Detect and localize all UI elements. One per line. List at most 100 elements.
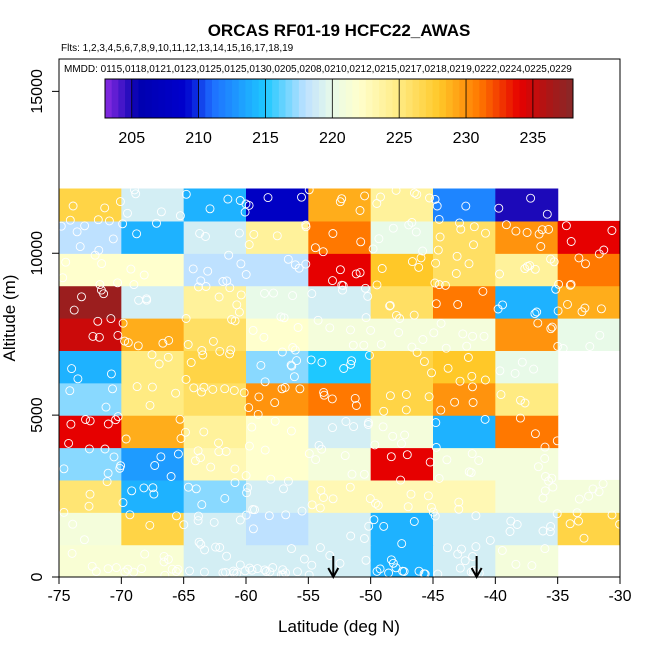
sample-point: [198, 350, 208, 360]
sample-point: [266, 474, 276, 484]
colorbar-segment: [185, 79, 193, 118]
sample-point: [118, 219, 128, 229]
sample-point: [540, 454, 550, 463]
sample-point: [407, 342, 417, 352]
sample-point: [260, 377, 270, 387]
sample-point: [388, 431, 398, 441]
sample-point: [418, 335, 428, 344]
sample-point: [268, 563, 278, 572]
sample-point: [248, 524, 258, 534]
sample-point: [533, 318, 543, 328]
sample-point: [536, 242, 546, 251]
sample-point: [588, 484, 598, 494]
heatmap-cell: [183, 479, 247, 513]
sample-point: [159, 557, 169, 567]
heatmap-cell: [121, 285, 185, 319]
colorbar-segment: [399, 79, 407, 118]
sample-point: [563, 299, 572, 309]
sample-point: [429, 328, 439, 338]
sample-point: [244, 240, 254, 250]
sample-point: [566, 279, 576, 289]
sample-point: [350, 393, 360, 403]
sample-point: [346, 359, 356, 369]
sample-point: [451, 269, 461, 278]
sample-point: [468, 382, 477, 392]
heatmap-cell: [557, 220, 620, 254]
x-tick-label: -75: [47, 588, 70, 605]
sample-point: [430, 194, 440, 204]
sample-point: [339, 364, 349, 373]
heatmap-cell: [495, 512, 559, 546]
colorbar-segment: [472, 79, 480, 118]
x-tick-label: -55: [297, 588, 320, 605]
sample-point: [565, 280, 575, 290]
sample-point: [97, 259, 107, 269]
sample-point: [351, 269, 361, 279]
sample-point: [453, 549, 463, 559]
sample-point: [395, 314, 405, 323]
heatmap-cell: [370, 188, 434, 222]
sample-point: [290, 345, 300, 355]
sample-point: [599, 245, 609, 255]
colorbar-segment: [459, 79, 467, 118]
sample-point: [328, 494, 338, 504]
x-tick-label: -60: [234, 588, 257, 605]
sample-point: [102, 477, 112, 487]
sample-point: [223, 194, 233, 204]
sample-point: [287, 361, 297, 371]
sample-point: [388, 223, 398, 233]
sample-point: [533, 462, 543, 472]
sample-point: [247, 422, 257, 432]
sample-point: [125, 510, 135, 520]
heatmap-cell: [557, 479, 620, 513]
sample-point: [183, 482, 193, 492]
sample-point: [94, 245, 104, 255]
colorbar-segment: [171, 79, 180, 118]
colorbar-segment: [526, 79, 534, 118]
sample-point: [376, 192, 385, 202]
sample-point: [348, 340, 358, 350]
sample-point: [351, 401, 361, 410]
sample-point: [77, 292, 86, 302]
colorbar-segment: [312, 79, 320, 118]
heatmap-cell: [370, 447, 434, 481]
sample-point: [407, 257, 417, 267]
sample-point: [520, 398, 530, 408]
sample-point: [544, 224, 554, 234]
sample-point: [65, 386, 75, 396]
heatmap-cell: [308, 285, 372, 319]
sample-point: [307, 500, 317, 510]
sample-point: [148, 483, 158, 493]
sample-point: [365, 350, 374, 360]
sample-point: [232, 569, 242, 577]
sample-point: [106, 369, 116, 379]
sample-point: [211, 542, 221, 552]
heatmap-cell: [495, 220, 559, 254]
sample-point: [278, 565, 288, 575]
colorbar-segment: [225, 79, 233, 118]
sample-point: [215, 346, 225, 356]
sample-point: [474, 456, 484, 465]
sample-point: [561, 221, 571, 231]
sample-point: [463, 353, 473, 362]
colorbar-segment: [552, 79, 561, 118]
sample-point: [431, 258, 441, 268]
sample-point: [113, 278, 123, 288]
sample-point: [279, 313, 289, 323]
heatmap-cell: [121, 253, 185, 287]
sample-point: [314, 440, 324, 450]
sample-point: [103, 468, 113, 478]
sample-point: [443, 363, 453, 373]
sample-point: [171, 388, 181, 398]
heatmap-cell: [495, 415, 559, 449]
sample-point: [175, 211, 185, 221]
colorbar-tick-label: 220: [319, 130, 346, 147]
sample-point: [511, 226, 521, 236]
sample-point: [455, 218, 464, 228]
sample-point: [59, 221, 66, 231]
colorbar-segment: [165, 79, 173, 118]
sample-point: [454, 497, 464, 507]
sample-point: [293, 567, 302, 577]
sample-point: [244, 441, 254, 451]
sample-point: [299, 554, 309, 564]
